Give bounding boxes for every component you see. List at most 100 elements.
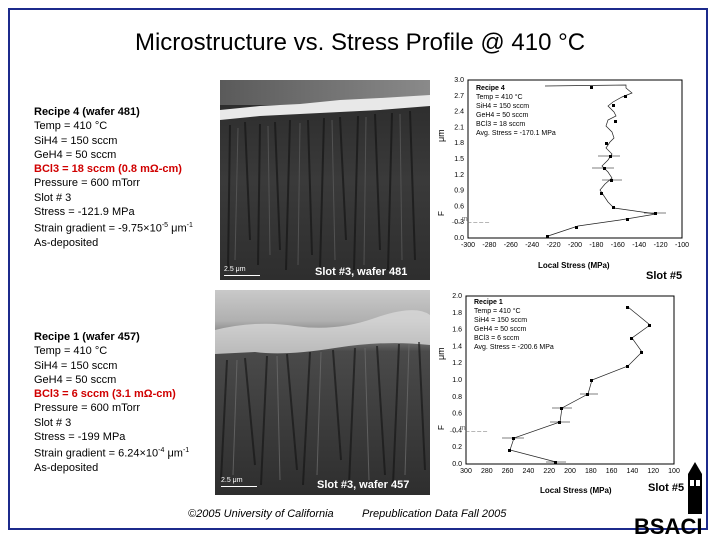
slide-title: Microstructure vs. Stress Profile @ 410 …: [134, 29, 586, 56]
legend-avg-stress: Avg. Stress = -200.6 MPa: [474, 344, 554, 351]
recipe-4-text: Recipe 4 (wafer 481) Temp = 410 °C SiH4 …: [34, 105, 193, 251]
recipe-4-strain-gradient: Strain gradient = -9.75×10-5 μm-1: [34, 222, 193, 236]
x-tick-label: -240: [525, 242, 539, 249]
y-tick-label: 1.5: [454, 156, 464, 163]
y-tick-label: 0.0: [452, 461, 462, 468]
plot-frame: [465, 295, 675, 465]
recipe-1-sih4: SiH4 = 150 sccm: [34, 359, 118, 372]
y-tick-label: 1.4: [452, 343, 462, 350]
y-tick-label: 1.0: [452, 377, 462, 384]
x-tick-label: -160: [611, 242, 625, 249]
x-tick-label: 140: [627, 468, 639, 475]
x-tick-label: 240: [523, 468, 535, 475]
slot-label-top: Slot #5: [646, 270, 683, 282]
x-axis-label: Local Stress (MPa): [540, 486, 612, 495]
x-axis-ticks: 300 280 260 240 220 200 180 160 140 120 100: [460, 468, 680, 475]
x-tick-label: -280: [482, 242, 496, 249]
x-tick-label: -220: [547, 242, 561, 249]
x-tick-label: 180: [585, 468, 597, 475]
recipe-1-geh4: GeH4 = 50 sccm: [34, 373, 117, 386]
recipe-1-state: As-deposited: [34, 462, 99, 475]
stress-profile-plot-recipe-4: 0.0 0.3 0.6 0.9 1.2 1.5 1.8 2.1 2.4 2.7 3.0 -300 -2…: [436, 77, 689, 270]
stress-profile-plot-recipe-1: 0.0 0.2 0.4 0.6 0.8 1.0 1.2 1.4 1.6 1.8 2.0 300 280…: [436, 293, 680, 495]
y-axis-label-partial: F: [437, 425, 446, 430]
y-axis-label-partial: F: [437, 211, 446, 216]
y-tick-label: 0.2: [452, 444, 462, 451]
x-axis-ticks: -300 -280 -260 -240 -220 -200 -180 -160 -140 -120…: [461, 242, 689, 249]
x-tick-label: 300: [460, 468, 472, 475]
legend-recipe: Recipe 4: [476, 85, 505, 92]
legend-bcl3: BCl3 = 6 sccm: [474, 335, 519, 342]
y-tick-label: 1.6: [452, 327, 462, 334]
y-axis-ticks: 0.0 0.3 0.6 0.9 1.2 1.5 1.8 2.1 2.4 2.7 3.0: [454, 77, 464, 242]
recipe-4-slot: Slot # 3: [34, 191, 72, 204]
recipe-4-state: As-deposited: [34, 237, 99, 250]
recipe-4-stress: Stress = -121.9 MPa: [34, 206, 135, 219]
recipe-1-bcl3: BCl3 = 6 sccm (3.1 mΩ-cm): [34, 388, 176, 401]
plot-frame: [467, 79, 683, 239]
recipe-1-slot: Slot # 3: [34, 416, 72, 429]
error-bars: [502, 393, 598, 463]
recipe-4-sih4: SiH4 = 150 sccm: [34, 134, 118, 147]
x-tick-label: -120: [654, 242, 668, 249]
recipe-4-heading: Recipe 4 (wafer 481): [34, 106, 140, 118]
campanile-icon: [688, 462, 702, 514]
recipe-1-pressure: Pressure = 600 mTorr: [34, 402, 141, 415]
legend-temp: Temp = 410 °C: [474, 307, 521, 315]
y-axis-label: μm: [436, 347, 446, 360]
stress-data-points: [508, 306, 651, 464]
y-tick-label: 2.0: [452, 293, 462, 300]
x-axis-label: Local Stress (MPa): [538, 261, 610, 270]
y-tick-label: 0.6: [452, 411, 462, 418]
recipe-4-pressure: Pressure = 600 mTorr: [34, 177, 141, 190]
y-tick-label: 0.4: [452, 427, 462, 434]
footer-note: Prepublication Data Fall 2005: [362, 508, 507, 520]
x-tick-label: 220: [543, 468, 555, 475]
x-tick-label: -180: [589, 242, 603, 249]
plot-legend: Recipe 4 Temp = 410 °C SiH4 = 150 sccm G…: [476, 85, 556, 137]
legend-geh4: GeH4 = 50 sccm: [476, 112, 528, 119]
x-tick-label: -260: [504, 242, 518, 249]
recipe-4-geh4: GeH4 = 50 sccm: [34, 148, 117, 161]
slide-border: [8, 8, 708, 530]
legend-sih4: SiH4 = 150 sccm: [474, 317, 527, 324]
slot-label-bottom: Slot #5: [648, 482, 685, 494]
tem-texture-481: [220, 80, 430, 280]
x-tick-label: 120: [647, 468, 659, 475]
y-axis-ticks: 0.0 0.2 0.4 0.6 0.8 1.0 1.2 1.4 1.6 1.8 2.0: [452, 293, 462, 468]
y-tick-label: 0.3: [454, 219, 464, 226]
x-tick-label: -100: [675, 242, 689, 249]
legend-temp: Temp = 410 °C: [476, 93, 523, 101]
y-tick-label: 2.1: [454, 124, 464, 131]
logo-text: BSACI: [634, 514, 702, 537]
x-tick-label: -200: [568, 242, 582, 249]
plot-watermark: _ _m_ _ _ _: [451, 216, 489, 223]
y-tick-label: 0.9: [454, 188, 464, 195]
footer-copyright: ©2005 University of California: [188, 508, 334, 520]
error-bars: [592, 155, 666, 214]
y-axis-label: μm: [436, 129, 446, 142]
x-tick-label: 100: [668, 468, 680, 475]
y-tick-label: 1.2: [454, 172, 464, 179]
y-tick-label: 2.7: [454, 93, 464, 100]
legend-bcl3: BCl3 = 18 sccm: [476, 121, 525, 128]
legend-recipe: Recipe 1: [474, 299, 503, 306]
y-tick-label: 1.8: [454, 140, 464, 147]
y-tick-label: 1.2: [452, 360, 462, 367]
y-tick-label: 1.8: [452, 310, 462, 317]
legend-sih4: SiH4 = 150 sccm: [476, 103, 529, 110]
x-tick-label: 280: [481, 468, 493, 475]
tem-image-wafer-457: 2.5 μm Slot #3, wafer 457: [215, 290, 430, 495]
plot-legend: Recipe 1 Temp = 410 °C SiH4 = 150 sccm G…: [474, 299, 554, 351]
recipe-1-heading: Recipe 1 (wafer 457): [34, 331, 140, 343]
stress-profile-line: [544, 84, 657, 237]
x-tick-label: 260: [502, 468, 514, 475]
plot-watermark: _ _m_ _ _ _: [449, 425, 487, 432]
legend-avg-stress: Avg. Stress = -170.1 MPa: [476, 130, 556, 137]
tem-caption-457: Slot #3, wafer 457: [317, 479, 410, 491]
x-tick-label: 160: [606, 468, 618, 475]
bsac-logo: BSACI: [634, 462, 702, 537]
y-tick-label: 0.8: [452, 394, 462, 401]
legend-geh4: GeH4 = 50 sccm: [474, 326, 526, 333]
y-tick-label: 2.4: [454, 109, 464, 116]
